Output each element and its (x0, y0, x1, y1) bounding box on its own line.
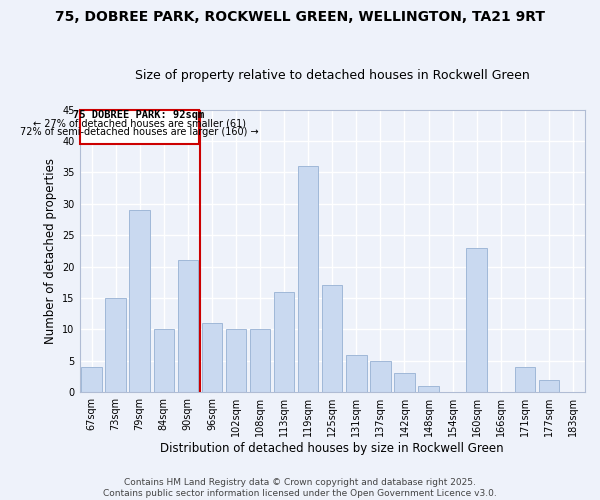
Bar (178, 260, 198, 392)
Title: Size of property relative to detached houses in Rockwell Green: Size of property relative to detached ho… (135, 69, 530, 82)
Text: 75, DOBREE PARK, ROCKWELL GREEN, WELLINGTON, TA21 9RT: 75, DOBREE PARK, ROCKWELL GREEN, WELLING… (55, 10, 545, 24)
Bar (322, 286, 343, 392)
Y-axis label: Number of detached properties: Number of detached properties (44, 158, 56, 344)
Text: Contains HM Land Registry data © Crown copyright and database right 2025.
Contai: Contains HM Land Registry data © Crown c… (103, 478, 497, 498)
Bar (346, 354, 367, 392)
Text: ← 27% of detached houses are smaller (61): ← 27% of detached houses are smaller (61… (32, 118, 245, 128)
Bar (539, 380, 559, 392)
Bar (394, 374, 415, 392)
Text: 72% of semi-detached houses are larger (160) →: 72% of semi-detached houses are larger (… (20, 126, 259, 136)
Bar (370, 361, 391, 392)
Bar (250, 330, 270, 392)
Bar (466, 248, 487, 392)
X-axis label: Distribution of detached houses by size in Rockwell Green: Distribution of detached houses by size … (160, 442, 504, 455)
Bar (80, 110, 199, 144)
Bar (226, 330, 246, 392)
Bar (515, 367, 535, 392)
Bar (202, 323, 222, 392)
Bar (274, 292, 295, 392)
Bar (130, 210, 150, 392)
Bar (154, 330, 174, 392)
Bar (106, 298, 126, 392)
Text: 75 DOBREE PARK: 92sqm: 75 DOBREE PARK: 92sqm (73, 110, 205, 120)
Bar (82, 367, 102, 392)
Bar (418, 386, 439, 392)
Bar (298, 166, 319, 392)
